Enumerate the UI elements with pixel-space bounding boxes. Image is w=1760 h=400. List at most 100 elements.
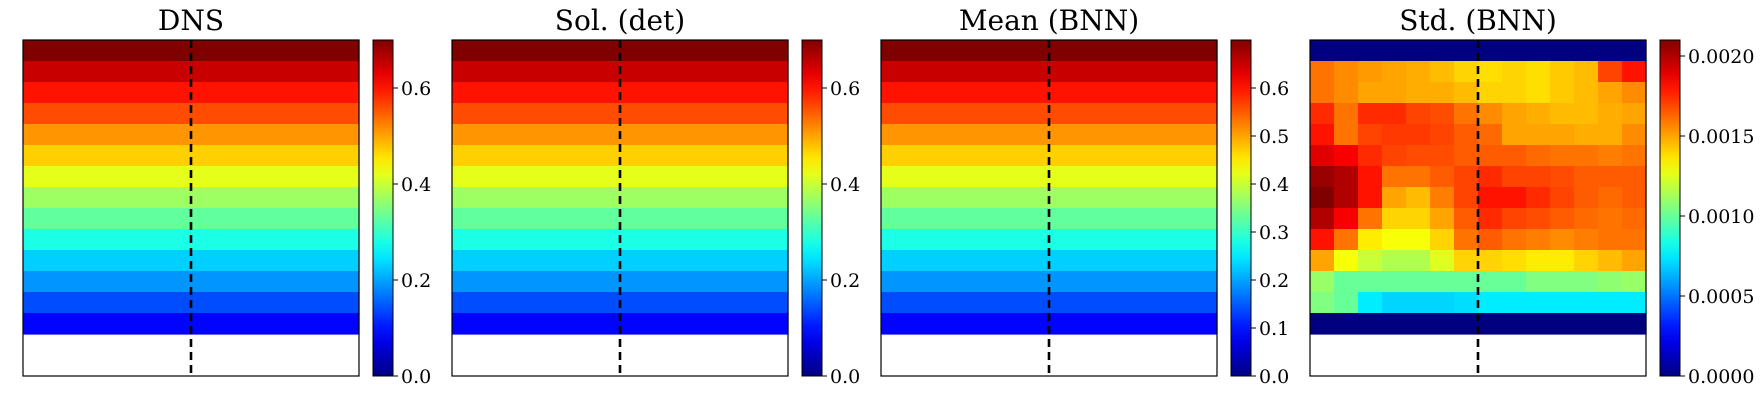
heatmap-cell: [287, 292, 312, 314]
heatmap-cell: [716, 40, 741, 62]
heatmap-cell: [143, 250, 168, 272]
heatmap-cell: [905, 229, 930, 251]
heatmap-cell: [167, 271, 192, 293]
heatmap-cell: [1097, 229, 1122, 251]
heatmap-cell: [716, 145, 741, 167]
heatmap-cell: [929, 103, 954, 125]
heatmap-cell: [1622, 40, 1647, 62]
heatmap-cell: [143, 166, 168, 188]
heatmap-cell: [596, 187, 621, 209]
heatmap-cell: [977, 82, 1002, 104]
heatmap-cell: [1121, 208, 1146, 230]
heatmap-cell: [668, 124, 693, 146]
heatmap-cell: [263, 271, 288, 293]
heatmap-cell: [215, 124, 240, 146]
heatmap-cell: [1406, 229, 1431, 251]
heatmap-cell: [1073, 271, 1098, 293]
heatmap-cell: [1001, 271, 1026, 293]
heatmap-cell: [1382, 208, 1407, 230]
heatmap-cell: [1574, 166, 1599, 188]
heatmap-cell: [47, 229, 72, 251]
heatmap-cell: [740, 271, 765, 293]
heatmap-cell: [692, 145, 717, 167]
heatmap-cell: [1574, 250, 1599, 272]
heatmap-cell: [71, 82, 96, 104]
heatmap-cell: [1145, 271, 1170, 293]
heatmap-cell: [335, 40, 360, 62]
heatmap-cell: [1454, 61, 1479, 83]
heatmap-cell: [119, 229, 144, 251]
heatmap-cell: [881, 82, 906, 104]
heatmap-cell: [1001, 40, 1026, 62]
colorbar-tick-label: 0.0000: [1688, 366, 1754, 388]
heatmap-cell: [548, 145, 573, 167]
heatmap-cell: [929, 187, 954, 209]
colorbar-tick-label: 0.1: [1259, 318, 1289, 340]
heatmap-cell: [239, 124, 264, 146]
heatmap-cell: [71, 229, 96, 251]
heatmap-cell: [452, 292, 477, 314]
heatmap-cell: [500, 124, 525, 146]
heatmap-cell: [1097, 271, 1122, 293]
heatmap-cell: [644, 271, 669, 293]
heatmap-cell: [548, 124, 573, 146]
heatmap-cell: [1550, 166, 1575, 188]
heatmap-cell: [1073, 187, 1098, 209]
heatmap-cell: [1406, 82, 1431, 104]
heatmap-cell: [239, 229, 264, 251]
heatmap-cell: [1622, 166, 1647, 188]
heatmap-cell: [191, 208, 216, 230]
heatmap-cell: [572, 124, 597, 146]
heatmap-cell: [476, 271, 501, 293]
heatmap-cell: [452, 166, 477, 188]
heatmap-cell: [1382, 250, 1407, 272]
heatmap-cell: [1121, 166, 1146, 188]
heatmap-cell: [644, 82, 669, 104]
heatmap-cell: [143, 187, 168, 209]
heatmap-cell: [476, 208, 501, 230]
heatmap-cell: [953, 82, 978, 104]
heatmap-cell: [1073, 313, 1098, 335]
heatmap-cell: [23, 166, 48, 188]
heatmap-cell: [1358, 166, 1383, 188]
heatmap-cell: [1169, 124, 1194, 146]
heatmap-cell: [881, 229, 906, 251]
heatmap-cell: [1025, 313, 1050, 335]
heatmap-cell: [1145, 229, 1170, 251]
heatmap-cell: [95, 145, 120, 167]
heatmap-cell: [143, 103, 168, 125]
heatmap-cell: [1550, 82, 1575, 104]
heatmap-cell: [1001, 292, 1026, 314]
heatmap-cell: [311, 166, 336, 188]
colorbar-tick-label: 0.6: [401, 78, 431, 100]
heatmap-cell: [1406, 271, 1431, 293]
heatmap-cell: [1382, 82, 1407, 104]
heatmap-cell: [71, 313, 96, 335]
heatmap-cell: [119, 61, 144, 83]
heatmap-cell: [524, 250, 549, 272]
heatmap-cell: [1454, 229, 1479, 251]
heatmap-cell: [596, 208, 621, 230]
heatmap-cell: [335, 271, 360, 293]
heatmap-cell: [47, 61, 72, 83]
heatmap-cell: [1049, 145, 1074, 167]
heatmap-cell: [1454, 187, 1479, 209]
heatmap-cell: [95, 187, 120, 209]
heatmap-cell: [620, 208, 645, 230]
heatmap-cell: [263, 103, 288, 125]
colorbar-tick-label: 0.5: [1259, 126, 1289, 148]
heatmap-cell: [1430, 250, 1455, 272]
heatmap-cell: [1334, 313, 1359, 335]
heatmap-cell: [23, 208, 48, 230]
heatmap-cell: [263, 250, 288, 272]
heatmap-cell: [119, 124, 144, 146]
colorbar: [1230, 39, 1252, 377]
heatmap-cell: [23, 250, 48, 272]
heatmap-cell: [977, 103, 1002, 125]
heatmap-cell: [215, 250, 240, 272]
colorbar: [372, 39, 394, 377]
heatmap-cell: [740, 145, 765, 167]
heatmap-cell: [191, 271, 216, 293]
heatmap-cell: [1454, 292, 1479, 314]
heatmap-cell: [191, 124, 216, 146]
